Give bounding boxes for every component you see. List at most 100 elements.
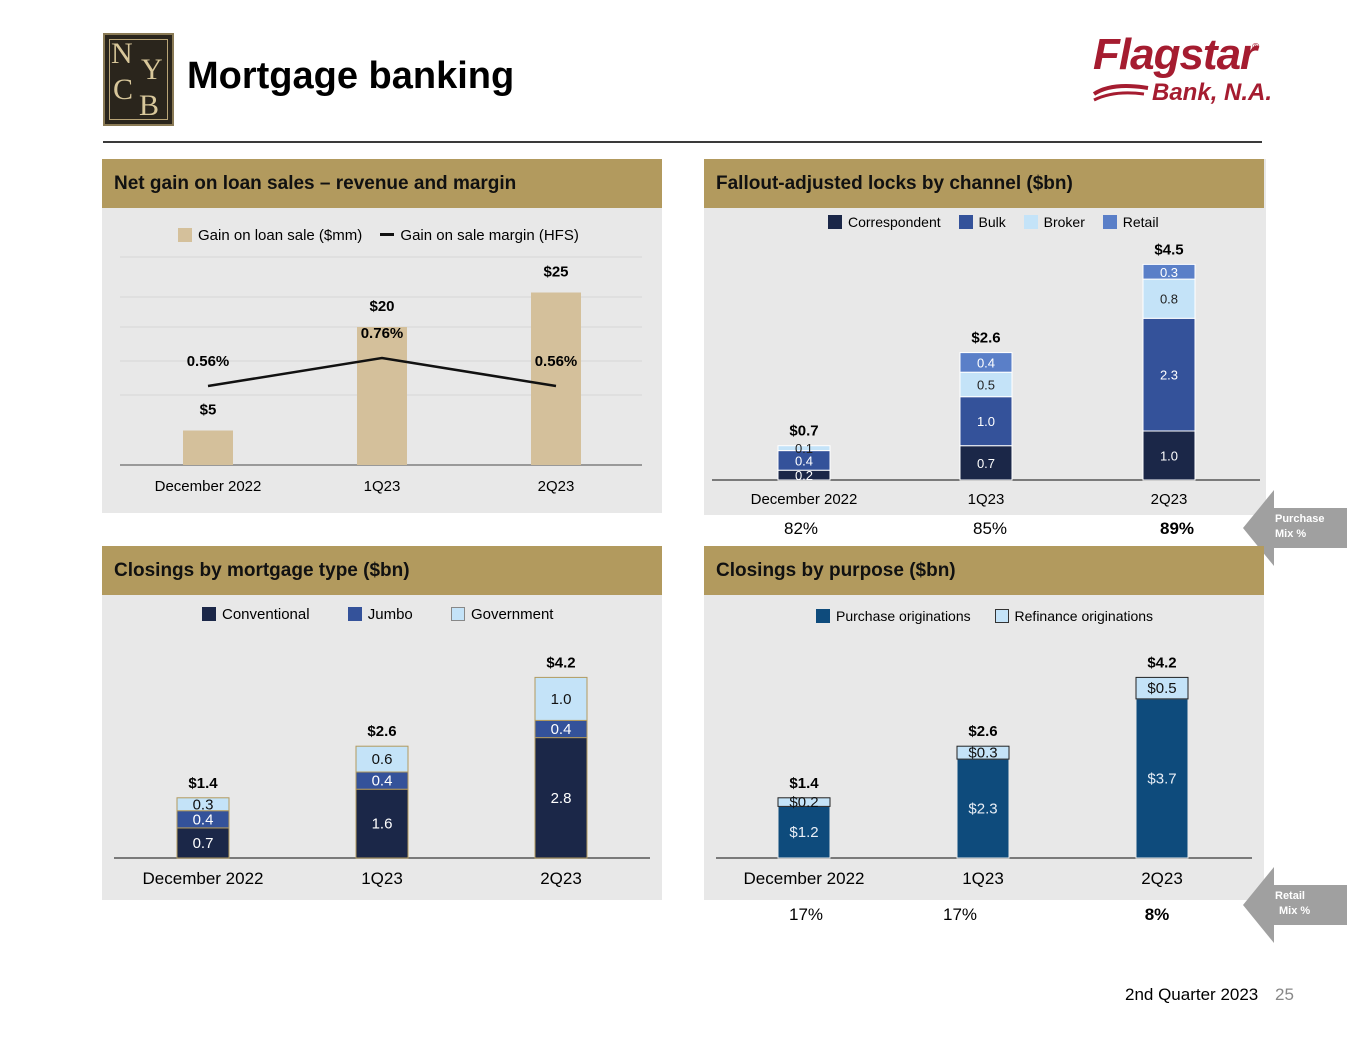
segment-label: 0.2 — [795, 468, 813, 483]
x-tick-label: 2Q23 — [540, 869, 582, 888]
header-divider — [103, 141, 1262, 143]
bar-segment — [176, 797, 230, 812]
bar-gain — [357, 327, 407, 465]
legend-item: Conventional — [202, 606, 310, 623]
legend-swatch — [994, 609, 1009, 623]
legend-item: Gain on sale margin (HFS) — [380, 227, 579, 244]
retail-mix-value: 17% — [788, 905, 824, 924]
retail-mix-arrow-icon — [1243, 867, 1347, 943]
retail-mix-value: 17% — [942, 905, 978, 924]
locks-panel-header: Fallout-adjusted locks by channel ($bn) — [704, 159, 1264, 208]
bar-segment — [1142, 430, 1196, 481]
legend-swatch — [1102, 215, 1117, 229]
bar-gain — [183, 430, 233, 465]
legend-swatch — [202, 607, 216, 621]
segment-label: 0.8 — [1160, 292, 1178, 307]
segment-label: 0.3 — [1160, 265, 1178, 280]
bar-total-label: $25 — [543, 264, 568, 281]
x-tick-label: December 2022 — [155, 478, 262, 495]
bar-segment — [176, 827, 230, 859]
segment-label: 0.4 — [977, 355, 995, 370]
purchase-mix-value: 82% — [783, 519, 819, 538]
bar-total-label: $4.2 — [546, 654, 575, 671]
x-tick-label: 2Q23 — [1141, 869, 1183, 888]
segment-label: 1.6 — [372, 816, 393, 833]
legend-swatch — [178, 228, 192, 242]
bar-segment — [1142, 317, 1196, 432]
legend-item: Broker — [1023, 214, 1085, 230]
flagstar-swoosh-icon — [1092, 84, 1149, 102]
margin-label: 0.56% — [187, 353, 230, 370]
retail-mix-label-2: Mix % — [1279, 905, 1311, 917]
purchase-mix-label-1: Purchase — [1275, 513, 1325, 525]
segment-label: 0.5 — [977, 377, 995, 392]
bar-total-label: $5 — [200, 402, 217, 419]
bar-segment — [534, 737, 588, 859]
closings-purpose-panel-title: Closings by purpose ($bn) — [716, 560, 956, 581]
legend-label: Gain on sale margin (HFS) — [400, 227, 579, 244]
legend-item: Refinance originations — [994, 608, 1153, 624]
legend-swatch — [816, 609, 830, 623]
legend-item: Correspondent — [828, 214, 941, 230]
segment-label: 1.0 — [1160, 449, 1178, 464]
margin-label: 0.76% — [361, 325, 404, 342]
legend-swatch — [450, 607, 465, 621]
bar-segment — [1142, 263, 1196, 280]
closings-purpose-panel-header: Closings by purpose ($bn) — [704, 546, 1264, 595]
footer-quarter: 2nd Quarter 2023 — [1125, 985, 1259, 1004]
legend-swatch — [347, 607, 362, 621]
legend-item: Bulk — [958, 214, 1006, 230]
segment-label: 0.7 — [193, 835, 214, 852]
segment-label: 0.4 — [372, 773, 393, 790]
legend-label: Gain on loan sale ($mm) — [198, 227, 363, 244]
legend-label: Retail — [1122, 214, 1159, 230]
segment-label: 1.0 — [551, 691, 572, 708]
bar-segment — [959, 352, 1013, 373]
nycb-letter: N — [111, 37, 133, 70]
purchase-mix-arrow-icon — [1243, 490, 1347, 566]
bar-total-label: $4.5 — [1154, 241, 1183, 258]
purchase-mix-value: 85% — [972, 519, 1008, 538]
margin-label: 0.56% — [535, 353, 578, 370]
gain-legend: Gain on loan sale ($mm) Gain on sale mar… — [178, 227, 593, 244]
gain-panel-header: Net gain on loan sales – revenue and mar… — [102, 159, 662, 208]
legend-item: Government — [450, 606, 553, 623]
legend-line-swatch — [380, 233, 395, 236]
segment-label: 0.3 — [193, 796, 214, 813]
bar-total-label: $4.2 — [1147, 654, 1176, 671]
retail-mix-label-1: Retail — [1275, 890, 1305, 902]
bar-segment — [956, 745, 1010, 760]
bar-segment — [1135, 676, 1189, 700]
bar-total-label: $1.4 — [188, 775, 218, 792]
x-tick-label: 2Q23 — [538, 478, 575, 495]
bar-segment — [1135, 698, 1189, 859]
segment-label: 2.8 — [551, 790, 572, 807]
flagstar-logo-text: Flagstar — [1093, 30, 1257, 79]
gain-chart: $5 $20 $25 December 2022 1Q23 2Q23 0.56% 0.76% 0… — [120, 256, 642, 495]
legend-label: Jumbo — [367, 606, 413, 623]
segment-label: 0.4 — [551, 721, 572, 738]
segment-label: $0.2 — [789, 794, 818, 811]
legend-label: Broker — [1043, 214, 1085, 230]
segment-label: $2.3 — [968, 801, 997, 818]
segment-label: $0.5 — [1147, 680, 1176, 697]
segment-label: $3.7 — [1147, 770, 1176, 787]
x-tick-label: 1Q23 — [364, 478, 401, 495]
page-title: Mortgage banking — [187, 55, 515, 97]
locks-panel-title: Fallout-adjusted locks by channel ($bn) — [716, 173, 1073, 194]
bar-total-label: $1.4 — [789, 775, 819, 792]
nycb-letter: B — [139, 89, 160, 122]
x-tick-label: December 2022 — [751, 491, 858, 508]
bar-segment — [777, 445, 831, 452]
segment-label: $1.2 — [789, 824, 818, 841]
legend-label: Bulk — [978, 214, 1006, 230]
segment-label: 0.7 — [977, 456, 995, 471]
bar-segment — [959, 396, 1013, 447]
segment-label: 0.6 — [372, 751, 393, 768]
locks-legend: Correspondent Bulk Broker Retail — [828, 214, 1173, 230]
margin-line — [207, 356, 557, 388]
bar-total-label: $2.6 — [367, 723, 396, 740]
closings-type-panel-title: Closings by mortgage type ($bn) — [114, 560, 410, 581]
